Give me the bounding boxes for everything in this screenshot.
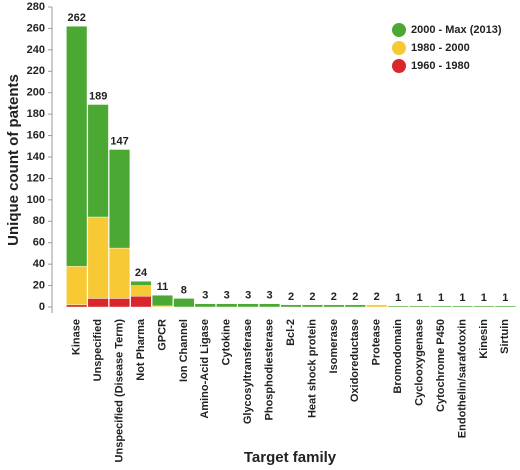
x-tick-label: GPCR: [156, 319, 168, 351]
bar-segment: [323, 304, 345, 308]
bar-segment: [430, 305, 452, 308]
bar-segment: [109, 298, 131, 308]
x-tick-label: Cytochrome P450: [435, 319, 447, 412]
x-tick-label: Kinesin: [478, 319, 490, 359]
bar-segment: [259, 303, 281, 308]
x-tick-label: Glycosyltransferase: [242, 319, 254, 424]
data-label: 2: [288, 291, 294, 303]
y-tick-label: 20: [33, 279, 45, 291]
bar-segment: [151, 295, 173, 307]
data-label: 24: [135, 267, 148, 279]
bar-segment: [87, 216, 109, 299]
legend-label: 1980 - 2000: [411, 42, 470, 54]
data-label: 1: [395, 292, 401, 304]
x-tick-label: Unspecified (Disease Term): [113, 319, 125, 463]
x-axis-title: Target family: [244, 449, 337, 466]
legend-swatch: [392, 59, 406, 73]
x-tick-label: Bromodomain: [392, 319, 404, 394]
bar-segment: [216, 303, 238, 308]
y-axis-title: Unique count of patents: [5, 74, 22, 246]
x-tick-label: Bcl-2: [285, 319, 297, 346]
y-tick-label: 140: [27, 151, 45, 163]
bar-segment: [301, 304, 323, 308]
y-tick-label: 280: [27, 1, 45, 13]
x-tick-label: Amino-Acid Ligase: [199, 319, 211, 419]
bar-segment: [130, 285, 152, 297]
data-label: 2: [309, 291, 315, 303]
data-label: 2: [352, 291, 358, 303]
x-tick-label: Heat shock protein: [306, 319, 318, 418]
bar-segment: [237, 303, 259, 308]
x-tick-label: Phosphodiesterase: [263, 319, 275, 420]
y-tick-label: 80: [33, 215, 45, 227]
x-tick-label: Cytokine: [221, 319, 233, 365]
x-tick-label: Ion Channel: [178, 319, 190, 382]
bar-segment: [109, 149, 131, 249]
data-label: 3: [245, 290, 251, 302]
y-tick-label: 100: [27, 194, 45, 206]
x-tick-label: Protease: [371, 319, 383, 365]
y-tick-label: 60: [33, 237, 45, 249]
data-label: 189: [89, 90, 107, 102]
bar-segment: [66, 26, 88, 267]
y-tick-label: 260: [27, 22, 45, 34]
bar-segment: [280, 304, 302, 308]
x-tick-label: Endothelin/sarafotoxin: [456, 319, 468, 438]
y-tick-label: 0: [39, 301, 45, 313]
data-label: 2: [374, 291, 380, 303]
bar-segment: [409, 305, 431, 308]
bar-segment: [387, 305, 409, 308]
x-tick-label: Unspecified: [92, 319, 104, 381]
bar-segment: [130, 281, 152, 286]
data-label: 1: [459, 292, 465, 304]
bar-segment: [366, 304, 388, 308]
x-tick-label: Not Pharma: [135, 318, 147, 381]
data-label: 1: [502, 292, 508, 304]
bar-segment: [473, 305, 495, 308]
legend-label: 1960 - 1980: [411, 60, 470, 72]
bar-segment: [130, 296, 152, 308]
data-label: 2: [331, 291, 337, 303]
bar-segment: [87, 104, 109, 218]
bar-segment: [87, 298, 109, 308]
y-tick-label: 40: [33, 258, 45, 270]
bar-segment: [494, 305, 516, 308]
legend-label: 2000 - Max (2013): [411, 24, 502, 36]
data-label: 3: [202, 290, 208, 302]
data-label: 262: [68, 12, 86, 24]
legend-swatch: [392, 41, 406, 55]
y-tick-label: 120: [27, 172, 45, 184]
y-tick-label: 160: [27, 129, 45, 141]
data-label: 1: [481, 292, 487, 304]
y-tick-label: 200: [27, 87, 45, 99]
data-label: 3: [224, 290, 230, 302]
legend-swatch: [392, 23, 406, 37]
data-label: 8: [181, 284, 187, 296]
bar-segment: [109, 247, 131, 299]
x-tick-label: Oxidoreductase: [349, 319, 361, 402]
y-tick-label: 180: [27, 108, 45, 120]
y-tick-label: 240: [27, 44, 45, 56]
bar-segment: [194, 303, 216, 308]
bar-segment: [344, 304, 366, 308]
data-label: 1: [417, 292, 423, 304]
x-tick-label: Kinase: [71, 319, 83, 355]
bar-segment: [66, 304, 88, 308]
bar-segment: [451, 305, 473, 308]
data-label: 147: [110, 135, 128, 147]
data-label: 3: [267, 290, 273, 302]
data-label: 1: [438, 292, 444, 304]
x-tick-label: Cyclooxygenase: [413, 319, 425, 406]
data-label: 11: [157, 281, 169, 293]
x-tick-label: Sirtuin: [499, 319, 511, 354]
bar-segment: [66, 266, 88, 306]
y-tick-label: 220: [27, 65, 45, 77]
bar-segment: [173, 298, 195, 308]
x-tick-label: Isomerase: [328, 319, 340, 373]
